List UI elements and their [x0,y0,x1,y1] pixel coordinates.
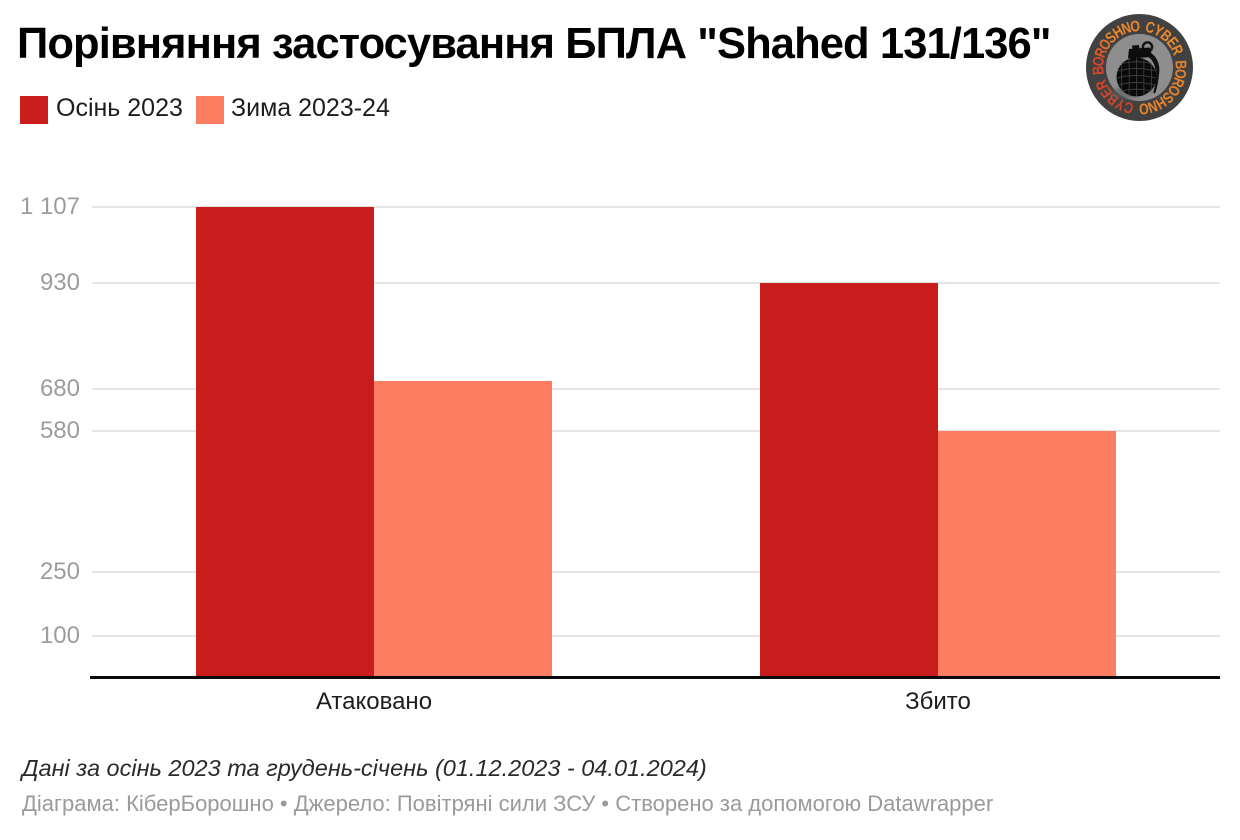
svg-text:O: O [1089,55,1108,67]
svg-text:C: C [1122,98,1135,117]
svg-text:C: C [1144,17,1157,36]
svg-text:B: B [1172,60,1190,70]
svg-text:O: O [1138,100,1150,119]
svg-text:O: O [1171,68,1190,80]
svg-text:O: O [1129,17,1141,36]
svg-text:B: B [1089,65,1107,75]
